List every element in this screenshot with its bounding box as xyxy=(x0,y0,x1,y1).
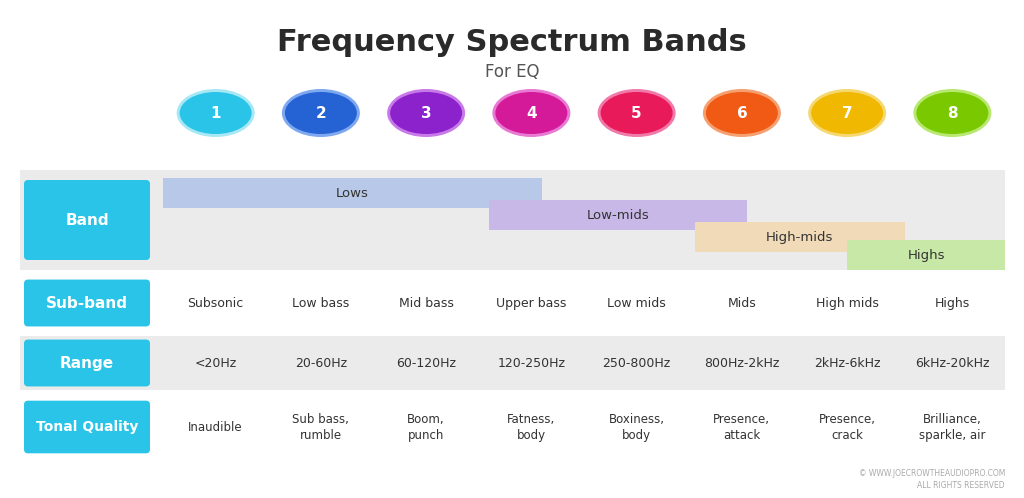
Text: Inaudible: Inaudible xyxy=(188,420,243,433)
FancyBboxPatch shape xyxy=(24,279,150,327)
Ellipse shape xyxy=(390,92,462,134)
Ellipse shape xyxy=(916,92,988,134)
Text: Range: Range xyxy=(60,356,114,371)
Ellipse shape xyxy=(179,92,252,134)
Ellipse shape xyxy=(913,89,991,137)
Text: Presence,
attack: Presence, attack xyxy=(714,412,770,442)
Text: High mids: High mids xyxy=(816,296,879,309)
Text: Frequency Spectrum Bands: Frequency Spectrum Bands xyxy=(278,27,746,56)
Text: 3: 3 xyxy=(421,106,431,121)
Text: Fatness,
body: Fatness, body xyxy=(507,412,555,442)
Text: 6: 6 xyxy=(736,106,748,121)
Text: © WWW.JOECROWTHEAUDIOPRO.COM
ALL RIGHTS RESERVED: © WWW.JOECROWTHEAUDIOPRO.COM ALL RIGHTS … xyxy=(859,469,1005,490)
Text: Sub-band: Sub-band xyxy=(46,295,128,310)
FancyBboxPatch shape xyxy=(694,222,905,252)
Text: 120-250Hz: 120-250Hz xyxy=(498,357,565,370)
Text: 800Hz-2kHz: 800Hz-2kHz xyxy=(705,357,779,370)
FancyBboxPatch shape xyxy=(20,170,1005,270)
Text: 20-60Hz: 20-60Hz xyxy=(295,357,347,370)
Text: 5: 5 xyxy=(632,106,642,121)
Text: 1: 1 xyxy=(210,106,221,121)
Ellipse shape xyxy=(496,92,567,134)
Text: Boxiness,
body: Boxiness, body xyxy=(608,412,665,442)
FancyBboxPatch shape xyxy=(24,401,150,453)
Text: 2: 2 xyxy=(315,106,327,121)
FancyBboxPatch shape xyxy=(20,396,1005,458)
Ellipse shape xyxy=(493,89,570,137)
Text: Presence,
crack: Presence, crack xyxy=(818,412,876,442)
Text: Low mids: Low mids xyxy=(607,296,666,309)
Ellipse shape xyxy=(601,92,673,134)
Text: Highs: Highs xyxy=(907,249,945,261)
Text: Lows: Lows xyxy=(336,186,369,200)
Text: Band: Band xyxy=(66,213,109,228)
Text: 8: 8 xyxy=(947,106,957,121)
Text: Mids: Mids xyxy=(727,296,757,309)
Text: 6kHz-20kHz: 6kHz-20kHz xyxy=(915,357,989,370)
Ellipse shape xyxy=(811,92,883,134)
Ellipse shape xyxy=(706,92,778,134)
Text: Low bass: Low bass xyxy=(292,296,349,309)
Text: 250-800Hz: 250-800Hz xyxy=(602,357,671,370)
FancyBboxPatch shape xyxy=(163,178,542,208)
Ellipse shape xyxy=(285,92,357,134)
Text: 4: 4 xyxy=(526,106,537,121)
FancyBboxPatch shape xyxy=(20,276,1005,330)
FancyBboxPatch shape xyxy=(489,200,748,230)
Ellipse shape xyxy=(387,89,465,137)
Text: Subsonic: Subsonic xyxy=(187,296,244,309)
Text: Upper bass: Upper bass xyxy=(497,296,566,309)
Text: <20Hz: <20Hz xyxy=(195,357,237,370)
FancyBboxPatch shape xyxy=(847,240,1005,270)
Ellipse shape xyxy=(176,89,255,137)
Ellipse shape xyxy=(282,89,359,137)
Text: Sub bass,
rumble: Sub bass, rumble xyxy=(293,412,349,442)
Ellipse shape xyxy=(808,89,886,137)
Text: Brilliance,
sparkle, air: Brilliance, sparkle, air xyxy=(920,412,986,442)
Ellipse shape xyxy=(702,89,781,137)
Ellipse shape xyxy=(598,89,676,137)
FancyBboxPatch shape xyxy=(24,180,150,260)
Text: Mid bass: Mid bass xyxy=(398,296,454,309)
Text: High-mids: High-mids xyxy=(766,231,834,244)
Text: Boom,
punch: Boom, punch xyxy=(408,412,445,442)
FancyBboxPatch shape xyxy=(24,340,150,386)
FancyBboxPatch shape xyxy=(20,336,1005,390)
Text: 2kHz-6kHz: 2kHz-6kHz xyxy=(814,357,881,370)
Text: Low-mids: Low-mids xyxy=(587,209,649,222)
Text: Tonal Quality: Tonal Quality xyxy=(36,420,138,434)
Text: Highs: Highs xyxy=(935,296,970,309)
Text: 60-120Hz: 60-120Hz xyxy=(396,357,456,370)
Text: 7: 7 xyxy=(842,106,852,121)
Text: For EQ: For EQ xyxy=(484,63,540,81)
